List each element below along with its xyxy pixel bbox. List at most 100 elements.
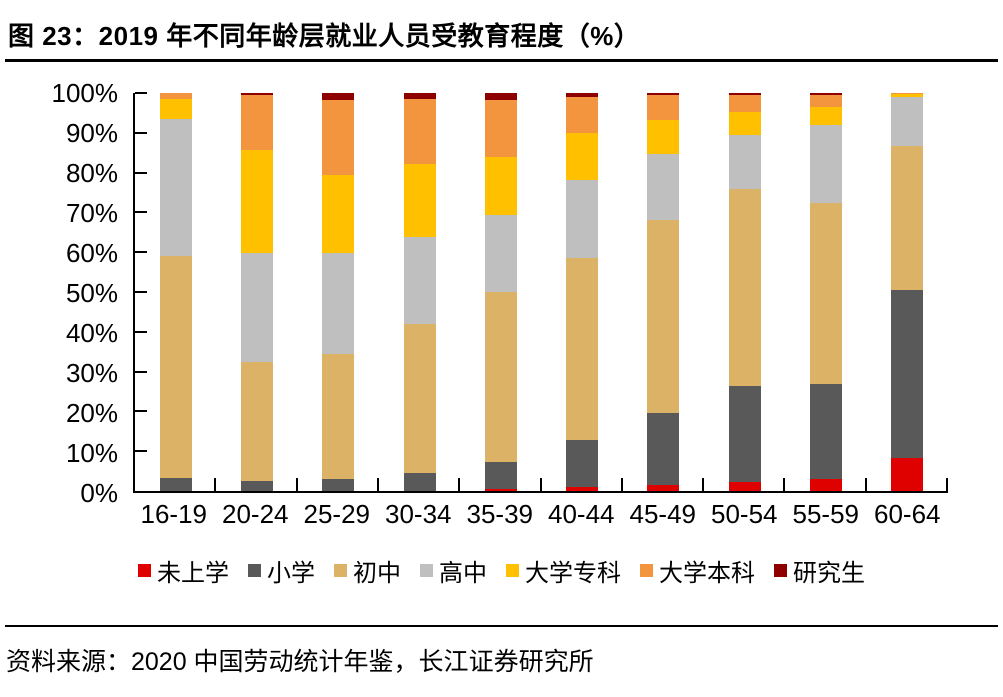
title-underline [5, 59, 998, 62]
y-axis-tick [135, 171, 147, 174]
segment-高中-30-34 [403, 237, 436, 324]
segment-小学-50-54 [728, 385, 761, 483]
segment-大学本科-50-54 [728, 95, 761, 112]
bar-slot-25-29 [298, 93, 379, 491]
y-axis-tick [135, 291, 147, 293]
segment-初中-45-49 [647, 220, 680, 414]
x-axis-tick [295, 478, 298, 491]
segment-大学专科-35-39 [484, 156, 517, 216]
segment-小学-40-44 [566, 440, 599, 488]
segment-初中-20-24 [240, 361, 273, 482]
segment-小学-60-64 [891, 289, 924, 459]
segment-高中-25-29 [322, 253, 355, 354]
stacked-bar-55-59 [810, 93, 843, 491]
segment-小学-35-39 [484, 462, 517, 490]
plot-area [135, 93, 948, 491]
segment-大学本科-60-64 [891, 93, 924, 95]
y-axis-tick [135, 251, 147, 254]
stacked-bar-40-44 [566, 93, 599, 491]
segment-小学-25-29 [322, 479, 355, 491]
stacked-bar-50-54 [728, 93, 761, 491]
segment-高中-16-19 [159, 119, 192, 257]
segment-研究生-25-29 [322, 93, 355, 101]
x-axis-tick [620, 478, 623, 491]
y-tick-label-0: 0% [80, 478, 118, 508]
x-tick-label-55-59: 55-59 [792, 499, 860, 529]
stacked-bar-35-39 [484, 93, 517, 491]
x-tick-label-25-29: 25-29 [303, 499, 371, 529]
x-axis-tick [214, 478, 217, 491]
legend-swatch-icon [138, 564, 151, 577]
legend-label: 高中 [439, 560, 487, 587]
segment-高中-60-64 [891, 97, 924, 147]
segment-初中-35-39 [484, 292, 517, 463]
x-axis-tick [783, 478, 786, 491]
segment-大学专科-55-59 [810, 106, 843, 125]
segment-未上学-40-44 [566, 487, 599, 491]
bar-slot-50-54 [704, 93, 785, 491]
x-axis-tick [539, 478, 542, 491]
segment-研究生-35-39 [484, 93, 517, 101]
segment-初中-16-19 [159, 256, 192, 478]
legend-swatch-icon [334, 564, 347, 577]
y-axis-tick [135, 410, 147, 413]
y-axis-tick [135, 131, 147, 134]
y-tick-label-80: 80% [65, 158, 118, 188]
legend-item-未上学: 未上学 [138, 553, 229, 588]
figure-title: 图 23：2019 年不同年龄层就业人员受教育程度（%） [8, 21, 641, 51]
stacked-bar-30-34 [403, 93, 436, 491]
x-tick-label-30-34: 30-34 [385, 499, 452, 529]
segment-大学本科-20-24 [240, 95, 273, 150]
y-tick-label-20: 20% [65, 398, 118, 428]
y-tick-label-70: 70% [65, 198, 118, 228]
segment-大学本科-45-49 [647, 95, 680, 121]
segment-大学本科-40-44 [566, 97, 599, 134]
segment-大学专科-50-54 [728, 111, 761, 135]
bar-slot-45-49 [623, 93, 704, 491]
segment-高中-55-59 [810, 124, 843, 204]
bar-slot-30-34 [379, 93, 460, 491]
legend-item-研究生: 研究生 [774, 553, 865, 588]
x-axis-tick [864, 478, 867, 491]
segment-高中-40-44 [566, 180, 599, 258]
legend-item-初中: 初中 [334, 553, 401, 588]
y-axis-tick [135, 330, 147, 333]
segment-研究生-55-59 [810, 93, 843, 95]
legend-item-大学本科: 大学本科 [640, 553, 755, 588]
segment-初中-60-64 [891, 146, 924, 290]
segment-大学本科-30-34 [403, 99, 436, 164]
segment-大学专科-60-64 [891, 94, 924, 98]
bar-slot-40-44 [541, 93, 622, 491]
segment-大学本科-16-19 [159, 93, 192, 100]
segment-未上学-50-54 [728, 482, 761, 491]
x-tick-label-16-19: 16-19 [140, 499, 208, 529]
segment-大学专科-25-29 [322, 175, 355, 254]
segment-初中-30-34 [403, 323, 436, 473]
bar-slot-55-59 [785, 93, 866, 491]
legend-label: 小学 [267, 560, 315, 587]
legend-label: 初中 [353, 560, 401, 587]
segment-小学-16-19 [159, 477, 192, 491]
segment-未上学-55-59 [810, 479, 843, 491]
x-axis-tick [458, 478, 461, 491]
segment-高中-35-39 [484, 215, 517, 293]
segment-小学-30-34 [403, 472, 436, 491]
legend-swatch-icon [420, 564, 433, 577]
legend-swatch-icon [506, 564, 519, 577]
legend-label: 未上学 [157, 560, 229, 587]
bar-slot-60-64 [867, 93, 948, 491]
y-axis-labels: 100% 90% 80% 70% 60% 50% 40% 30% 20% 10% 0% [0, 78, 119, 508]
legend-swatch-icon [248, 564, 261, 577]
y-tick-label-50: 50% [65, 278, 118, 308]
bar-slot-35-39 [460, 93, 541, 491]
stacked-bar-20-24 [240, 93, 273, 491]
bar-slot-20-24 [216, 93, 297, 491]
y-tick-label-40: 40% [65, 318, 118, 348]
segment-未上学-60-64 [891, 458, 924, 491]
legend-swatch-icon [640, 564, 653, 577]
legend-item-小学: 小学 [248, 553, 315, 588]
y-tick-label-10: 10% [65, 438, 118, 468]
x-tick-label-45-49: 45-49 [629, 499, 697, 529]
x-tick-label-50-54: 50-54 [711, 499, 778, 529]
legend-swatch-icon [774, 564, 787, 577]
